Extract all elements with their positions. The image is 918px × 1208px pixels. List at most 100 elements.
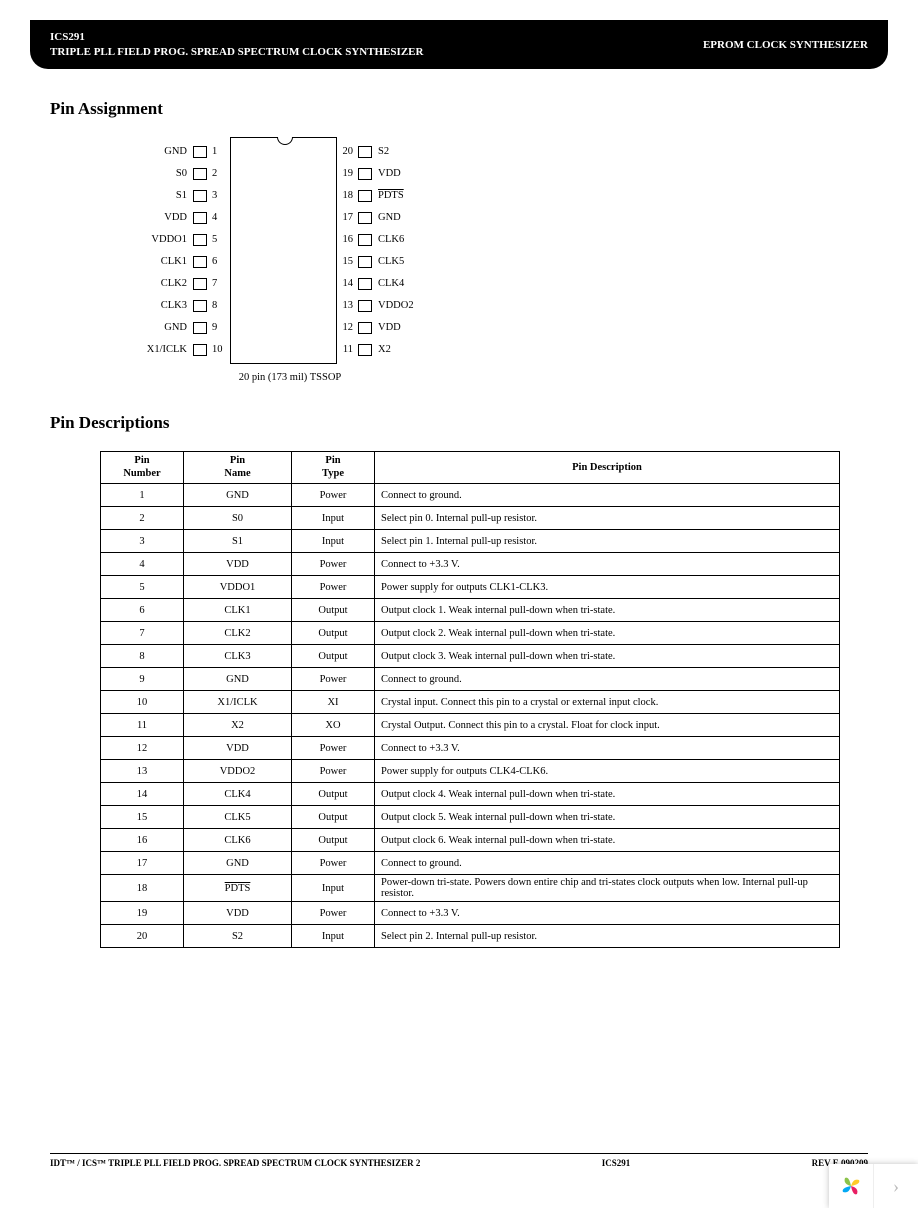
pin-stub	[358, 146, 372, 158]
cell-pin-number: 5	[101, 576, 184, 599]
table-header-row: PinNumber PinName PinType Pin Descriptio…	[101, 451, 840, 483]
cell-pin-name: CLK3	[184, 645, 292, 668]
cell-pin-description: Output clock 3. Weak internal pull-down …	[375, 645, 840, 668]
pin-right-13: 13VDDO2	[335, 299, 455, 313]
pin-stub	[358, 278, 372, 290]
table-row: 11X2XOCrystal Output. Connect this pin t…	[101, 714, 840, 737]
pin-label: CLK1	[139, 256, 193, 267]
pin-number: 1	[207, 146, 230, 157]
pin-number: 14	[335, 278, 358, 289]
cell-pin-number: 9	[101, 668, 184, 691]
pin-stub	[358, 256, 372, 268]
cell-pin-name: CLK6	[184, 829, 292, 852]
cell-pin-type: Output	[292, 599, 375, 622]
pin-descriptions-table: PinNumber PinName PinType Pin Descriptio…	[100, 451, 840, 948]
corner-widget[interactable]: ›	[829, 1164, 918, 1208]
pin-assignment-diagram: GND1S02S13VDD4VDDO15CLK16CLK27CLK38GND9X…	[110, 137, 450, 383]
pin-stub	[193, 344, 207, 356]
pin-right-12: 12VDD	[335, 321, 455, 335]
table-row: 15CLK5OutputOutput clock 5. Weak interna…	[101, 806, 840, 829]
col-header-description: Pin Description	[375, 451, 840, 483]
pin-label: VDD	[139, 212, 193, 223]
pin-stub	[193, 322, 207, 334]
table-row: 3S1InputSelect pin 1. Internal pull-up r…	[101, 530, 840, 553]
pin-number: 20	[335, 146, 358, 157]
pin-stub	[358, 190, 372, 202]
cell-pin-number: 17	[101, 852, 184, 875]
pin-number: 5	[207, 234, 230, 245]
pin-stub	[193, 300, 207, 312]
table-row: 16CLK6OutputOutput clock 6. Weak interna…	[101, 829, 840, 852]
pin-left-8: CLK38	[110, 299, 230, 313]
page-footer: IDT™ / ICS™ TRIPLE PLL FIELD PROG. SPREA…	[50, 1153, 868, 1168]
table-row: 20S2InputSelect pin 2. Internal pull-up …	[101, 925, 840, 948]
cell-pin-type: Input	[292, 530, 375, 553]
pin-stub	[193, 190, 207, 202]
cell-pin-type: XI	[292, 691, 375, 714]
pin-number: 8	[207, 300, 230, 311]
cell-pin-name: X1/ICLK	[184, 691, 292, 714]
cell-pin-number: 12	[101, 737, 184, 760]
pin-number: 10	[207, 344, 230, 355]
cell-pin-name: VDD	[184, 553, 292, 576]
pin-stub	[358, 300, 372, 312]
next-arrow-icon[interactable]: ›	[873, 1164, 918, 1208]
cell-pin-type: Power	[292, 576, 375, 599]
cell-pin-name: CLK5	[184, 806, 292, 829]
col-header-type: PinType	[292, 451, 375, 483]
pin-label: VDD	[372, 168, 426, 179]
cell-pin-description: Connect to ground.	[375, 852, 840, 875]
cell-pin-type: XO	[292, 714, 375, 737]
part-number: ICS291	[50, 30, 423, 45]
cell-pin-type: Power	[292, 760, 375, 783]
table-row: 17GNDPowerConnect to ground.	[101, 852, 840, 875]
cell-pin-description: Crystal input. Connect this pin to a cry…	[375, 691, 840, 714]
cell-pin-name: VDDO2	[184, 760, 292, 783]
pin-label: VDDO2	[372, 300, 426, 311]
col-header-number: PinNumber	[101, 451, 184, 483]
cell-pin-number: 1	[101, 484, 184, 507]
pin-stub	[193, 256, 207, 268]
pin-number: 9	[207, 322, 230, 333]
pin-assignment-title: Pin Assignment	[50, 99, 868, 119]
pin-left-4: VDD4	[110, 211, 230, 225]
pin-left-2: S02	[110, 167, 230, 181]
pin-right-19: 19 VDD	[335, 167, 455, 181]
cell-pin-description: Select pin 1. Internal pull-up resistor.	[375, 530, 840, 553]
pin-number: 16	[335, 234, 358, 245]
cell-pin-type: Output	[292, 806, 375, 829]
pin-left-7: CLK27	[110, 277, 230, 291]
col-header-name: PinName	[184, 451, 292, 483]
cell-pin-type: Output	[292, 622, 375, 645]
cell-pin-description: Connect to ground.	[375, 484, 840, 507]
pin-left-6: CLK16	[110, 255, 230, 269]
footer-center: ICS291	[602, 1158, 631, 1168]
cell-pin-description: Power supply for outputs CLK4-CLK6.	[375, 760, 840, 783]
cell-pin-number: 15	[101, 806, 184, 829]
pin-label: CLK5	[372, 256, 426, 267]
chip-outline	[230, 137, 337, 364]
pin-label: S1	[139, 190, 193, 201]
pin-stub	[193, 212, 207, 224]
pin-label: S2	[372, 146, 426, 157]
pin-label: VDDO1	[139, 234, 193, 245]
pin-number: 15	[335, 256, 358, 267]
pin-label: X2	[372, 344, 426, 355]
pin-stub	[358, 344, 372, 356]
header-right: EPROM CLOCK SYNTHESIZER	[703, 39, 868, 51]
pin-right-14: 14CLK4	[335, 277, 455, 291]
cell-pin-description: Output clock 1. Weak internal pull-down …	[375, 599, 840, 622]
pin-stub	[193, 278, 207, 290]
cell-pin-type: Output	[292, 783, 375, 806]
cell-pin-number: 14	[101, 783, 184, 806]
cell-pin-type: Input	[292, 875, 375, 902]
cell-pin-name: CLK2	[184, 622, 292, 645]
pin-left-9: GND9	[110, 321, 230, 335]
pin-number: 19	[335, 168, 358, 179]
table-row: 13VDDO2PowerPower supply for outputs CLK…	[101, 760, 840, 783]
cell-pin-description: Output clock 4. Weak internal pull-down …	[375, 783, 840, 806]
logo-icon[interactable]	[829, 1164, 873, 1208]
table-row: 14CLK4OutputOutput clock 4. Weak interna…	[101, 783, 840, 806]
cell-pin-description: Power supply for outputs CLK1-CLK3.	[375, 576, 840, 599]
cell-pin-description: Crystal Output. Connect this pin to a cr…	[375, 714, 840, 737]
